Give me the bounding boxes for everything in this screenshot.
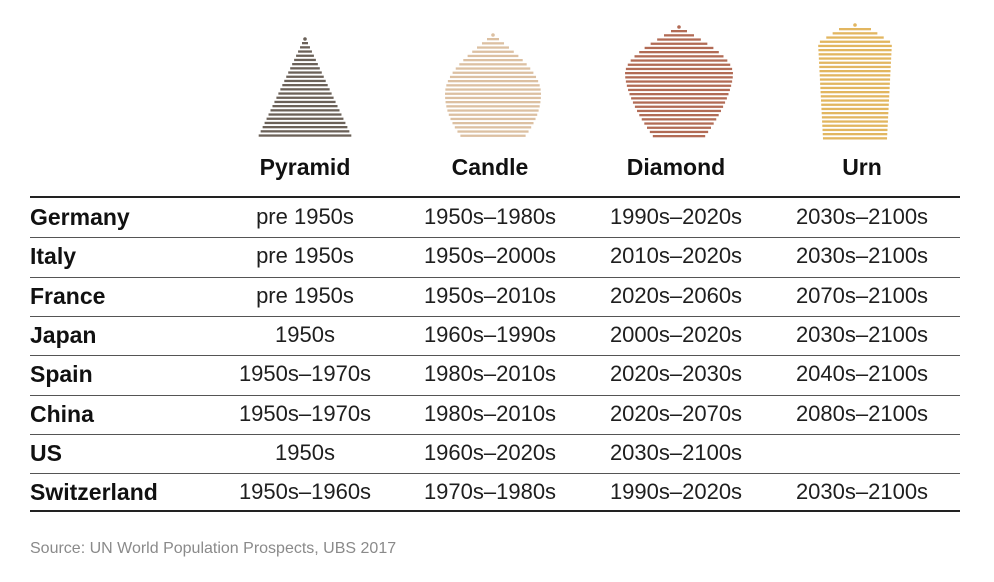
table-row: Germany pre 1950s 1950s–1980s 1990s–2020s 20… — [0, 199, 994, 237]
candle-shape-icon — [445, 33, 541, 137]
source-note: Source: UN World Population Prospects, U… — [30, 540, 397, 557]
period-cell-diamond: 2020s–2030s — [609, 361, 743, 387]
table-row: US 1950s 1960s–2020s 2030s–2100s — [0, 435, 994, 473]
period-cell-pyramid: 1950s–1970s — [238, 400, 372, 426]
period-cell-diamond: 2020s–2060s — [609, 282, 743, 308]
period-cell-pyramid: 1950s — [275, 439, 335, 465]
period-cell-urn: 2030s–2100s — [795, 204, 929, 229]
column-header-candle: Candle — [451, 154, 529, 180]
country-label: Italy — [30, 243, 77, 270]
diamond-shape-icon — [625, 25, 733, 138]
country-label: France — [30, 282, 106, 309]
country-label: Spain — [30, 361, 93, 388]
period-cell-urn: 2080s–2100s — [795, 400, 929, 426]
period-cell-candle: 1980s–2010s — [423, 361, 557, 387]
period-cell-pyramid: 1950s–1970s — [238, 361, 372, 387]
period-cell-candle: 1960s–2020s — [423, 439, 557, 465]
table-row: France pre 1950s 1950s–2010s 2020s–2060s 207… — [0, 278, 994, 316]
period-cell-candle: 1960s–1990s — [423, 321, 557, 347]
period-cell-urn: 2070s–2100s — [795, 282, 929, 308]
country-label: Switzerland — [30, 479, 158, 506]
period-cell-candle: 1950s–1980s — [423, 204, 557, 229]
column-header-urn: Urn — [842, 154, 882, 180]
period-cell-pyramid: pre 1950s — [256, 243, 354, 269]
pyramid-shape-icon — [258, 37, 352, 137]
period-cell-urn: 2030s–2100s — [795, 321, 929, 347]
country-label: Japan — [30, 321, 97, 348]
period-cell-candle: 1980s–2010s — [423, 400, 557, 426]
row-separator — [30, 276, 960, 278]
period-cell-candle: 1970s–1980s — [423, 479, 557, 505]
header-rule — [30, 196, 960, 198]
period-cell-pyramid: pre 1950s — [256, 204, 354, 229]
urn-shape-icon — [818, 23, 892, 140]
period-cell-diamond: 1990s–2020s — [609, 204, 743, 229]
period-cell-diamond: 2020s–2070s — [609, 400, 743, 426]
table-row: Italy pre 1950s 1950s–2000s 2010s–2020s 2030… — [0, 238, 994, 276]
row-separator — [30, 355, 960, 357]
bottom-rule — [30, 510, 960, 512]
column-header-diamond: Diamond — [626, 154, 726, 180]
country-label: China — [30, 400, 94, 427]
table-row: Spain 1950s–1970s 1980s–2010s 2020s–2030s 20… — [0, 356, 994, 394]
row-separator — [30, 394, 960, 396]
period-cell-pyramid: 1950s — [275, 321, 335, 347]
table-row: Switzerland 1950s–1960s 1970s–1980s 1990s–2… — [0, 474, 994, 512]
row-separator — [30, 473, 960, 475]
period-cell-diamond: 1990s–2020s — [609, 479, 743, 505]
period-cell-urn: 2030s–2100s — [795, 243, 929, 269]
row-separator — [30, 315, 960, 317]
row-separator — [30, 237, 960, 239]
period-cell-candle: 1950s–2000s — [423, 243, 557, 269]
population-shape-icons — [258, 23, 892, 140]
period-cell-candle: 1950s–2010s — [423, 282, 557, 308]
period-cell-pyramid: pre 1950s — [256, 282, 354, 308]
table-row: Japan 1950s 1960s–1990s 2000s–2020s 2030s–21… — [0, 317, 994, 355]
period-cell-diamond: 2030s–2100s — [609, 439, 743, 465]
table-row: China 1950s–1970s 1980s–2010s 2020s–2070s 20… — [0, 396, 994, 434]
country-label: Germany — [30, 204, 130, 230]
period-cell-diamond: 2000s–2020s — [609, 321, 743, 347]
country-label: US — [30, 439, 62, 466]
period-cell-diamond: 2010s–2020s — [609, 243, 743, 269]
period-cell-pyramid: 1950s–1960s — [238, 479, 372, 505]
period-cell-urn: 2030s–2100s — [795, 479, 929, 505]
column-header-pyramid: Pyramid — [259, 154, 351, 180]
period-cell-urn: 2040s–2100s — [795, 361, 929, 387]
row-separator — [30, 433, 960, 435]
